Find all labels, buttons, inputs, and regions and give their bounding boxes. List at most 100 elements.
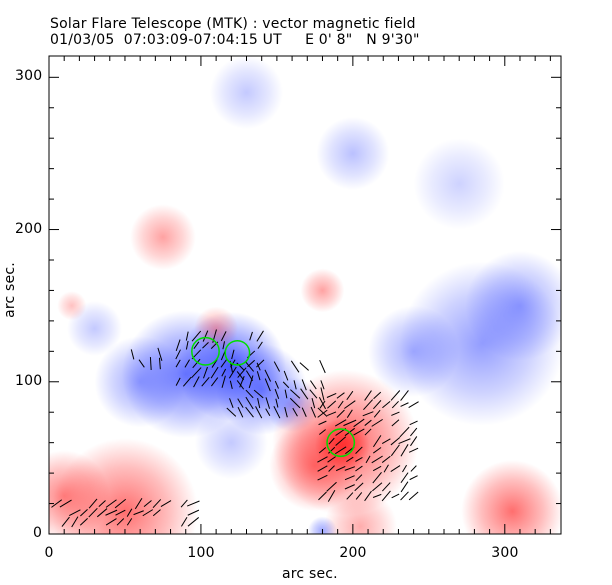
field-vector [399,426,410,438]
field-vector [181,517,188,527]
field-vector [284,407,288,418]
field-vector [373,435,382,448]
field-vector [373,391,382,400]
field-vector [317,456,328,463]
field-vector [257,397,261,409]
field-vector [220,331,227,342]
field-vector [237,398,244,408]
field-vector [71,516,79,528]
field-vector [400,491,409,501]
field-vector [326,392,337,398]
field-vector [327,400,337,409]
field-vector [237,406,244,418]
field-vector [256,359,265,368]
field-vector [310,380,317,390]
field-vector [203,366,208,379]
y-tick-label: 0 [33,525,43,541]
field-vector [400,390,409,401]
field-vector [186,500,200,507]
field-vector [116,518,125,526]
field-vector [98,500,106,508]
field-vector [391,400,399,409]
field-vector [336,392,345,399]
field-vector [88,498,98,509]
field-vector [318,491,327,501]
field-vector [59,499,72,508]
field-vector [327,456,336,463]
field-vector [344,484,355,490]
positive-polarity-region [57,291,87,321]
field-vector [372,493,382,498]
x-axis-label: arc sec. [282,566,338,582]
field-vector [410,436,418,447]
field-vector [202,342,209,349]
field-vector [96,508,108,518]
contour-line [326,428,356,458]
field-vector [311,397,316,409]
field-vector [182,376,192,387]
positive-polarity-region [461,460,561,534]
positive-polarity-region [300,268,345,313]
field-vector [229,398,234,409]
field-vector [373,447,382,454]
field-vector [408,447,419,453]
field-vector [364,419,372,426]
field-vector [309,389,318,399]
field-vector [328,437,335,445]
field-vector [265,408,271,417]
field-vector [149,357,152,370]
field-vector [210,366,219,379]
field-vector [134,497,143,510]
y-tick-label: 300 [15,68,43,85]
field-vector [408,401,419,408]
field-vector [229,380,233,390]
field-vector [346,390,354,401]
field-vector [390,436,401,446]
field-vector [400,472,409,484]
field-vector [372,465,382,472]
field-vector [248,375,254,389]
x-tick-label: 300 [491,545,519,561]
field-vector [299,362,309,371]
field-vector [381,455,391,463]
field-vector [289,397,301,409]
field-vector [61,516,70,527]
negative-polarity-region [316,116,390,190]
field-vector [282,381,290,389]
field-vector [126,518,133,526]
field-vector [245,389,254,399]
x-tick-label: 0 [44,545,54,561]
field-vector [391,411,400,416]
field-vector [344,466,356,471]
field-vector [180,499,188,508]
positive-polarity-region [130,204,196,270]
field-vector [355,446,363,454]
field-vector [402,464,408,473]
field-vector [292,407,298,417]
field-vector [354,482,364,492]
field-vector [353,418,365,428]
field-vector [319,400,326,409]
field-vector [334,419,347,427]
negative-polarity-region [465,250,561,361]
y-axis-label: arc sec. [1,262,18,318]
field-vector [410,427,418,437]
field-vector [382,401,391,409]
field-vector [317,407,328,417]
field-vector [185,331,189,341]
field-vector [211,377,219,387]
field-vector [346,492,354,500]
field-vector [400,481,409,493]
field-vector [193,376,200,388]
field-vector [158,357,161,370]
chart-title: Solar Flare Telescope (MTK) : vector mag… [50,16,416,32]
field-vector [157,347,163,361]
contour-line [224,339,251,366]
field-vector [290,389,301,399]
field-vector [79,518,88,526]
field-vector [355,492,363,500]
field-vector [193,341,200,349]
field-vector [300,388,309,400]
field-vector [344,400,356,409]
contour-line [191,336,220,366]
